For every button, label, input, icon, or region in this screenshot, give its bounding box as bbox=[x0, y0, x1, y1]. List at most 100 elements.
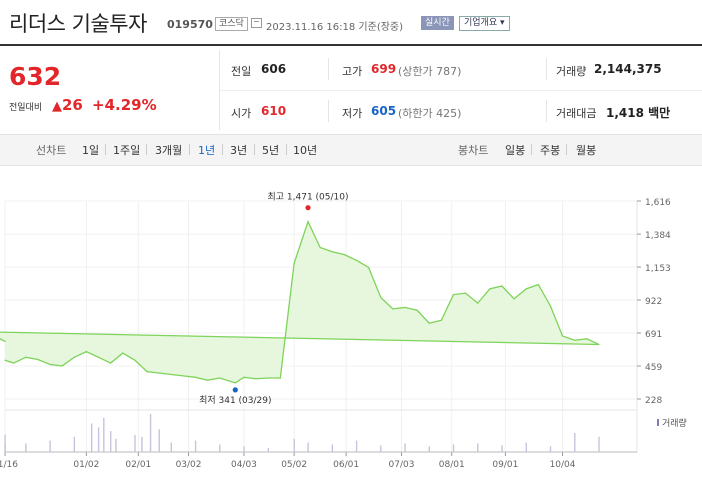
price-point bbox=[549, 305, 552, 307]
volume-bar bbox=[501, 445, 503, 452]
price-point bbox=[170, 373, 172, 376]
low-marker bbox=[232, 387, 238, 393]
amount-value: 1,418 백만 bbox=[606, 106, 671, 120]
price-point bbox=[73, 356, 75, 358]
volume-bar bbox=[243, 446, 245, 452]
volume-label: 거래량 bbox=[556, 65, 587, 78]
low-value: 605 bbox=[371, 104, 397, 118]
y-tick-label: 1,616 bbox=[645, 198, 671, 208]
chart-toolbar bbox=[0, 134, 702, 166]
price-point bbox=[61, 365, 63, 367]
price-point bbox=[416, 309, 418, 311]
price-point bbox=[243, 376, 245, 378]
price-point bbox=[37, 358, 39, 361]
x-tick-label: 02/01 bbox=[125, 460, 151, 470]
summary-divider bbox=[219, 50, 220, 130]
volume-legend-swatch bbox=[657, 419, 659, 426]
price-point bbox=[182, 375, 184, 377]
corp-overview-dropdown[interactable]: 기업개요 ▾ bbox=[459, 16, 510, 31]
cell-divider bbox=[328, 100, 329, 122]
volume-bar bbox=[219, 444, 221, 452]
volume-bar bbox=[97, 427, 100, 452]
y-tick-label: 922 bbox=[645, 297, 662, 307]
price-point bbox=[146, 371, 148, 373]
toolbar-divider bbox=[189, 144, 190, 155]
price-point bbox=[598, 343, 600, 346]
price-point bbox=[293, 262, 295, 264]
volume-bar bbox=[141, 436, 143, 452]
price-point bbox=[25, 356, 27, 358]
change-label: 전일대비 bbox=[9, 103, 43, 113]
price-point bbox=[380, 296, 382, 299]
volume-bar bbox=[149, 414, 152, 452]
toolbar-divider bbox=[254, 144, 255, 155]
y-tick-label: 1,384 bbox=[645, 231, 671, 241]
candle-weekly[interactable]: 주봉 bbox=[540, 144, 561, 157]
period-1w[interactable]: 1주일 bbox=[113, 144, 141, 157]
period-3y[interactable]: 3년 bbox=[230, 144, 248, 157]
volume-bar bbox=[170, 442, 173, 452]
price-point bbox=[279, 377, 281, 379]
price-point bbox=[586, 338, 588, 340]
price-point bbox=[267, 377, 269, 379]
candle-monthly[interactable]: 월봉 bbox=[576, 144, 597, 157]
x-tick-label: 10/04 bbox=[550, 460, 576, 470]
high-value: 699 bbox=[371, 62, 397, 76]
low-annotation: 최저 341 (03/29) bbox=[199, 395, 271, 406]
y-tick-label: 691 bbox=[645, 330, 662, 340]
price-point bbox=[13, 362, 15, 364]
realtime-button[interactable]: 실시간 bbox=[421, 16, 454, 30]
x-tick-label: 11/16 bbox=[0, 460, 18, 470]
stock-code: 019570 bbox=[167, 18, 213, 31]
volume-bar bbox=[158, 429, 160, 452]
x-tick-label: 05/02 bbox=[281, 460, 307, 470]
price-point bbox=[477, 302, 479, 304]
line-chart-label: 선차트 bbox=[36, 144, 67, 157]
price-point bbox=[501, 285, 503, 287]
toolbar-divider bbox=[531, 144, 532, 155]
toolbar-divider bbox=[146, 144, 147, 155]
price-point bbox=[4, 340, 6, 342]
volume-bar bbox=[549, 446, 552, 452]
price-point bbox=[464, 292, 467, 294]
period-1d[interactable]: 1일 bbox=[82, 144, 100, 157]
volume-bar bbox=[73, 436, 76, 452]
amount-label: 거래대금 bbox=[556, 107, 597, 120]
period-3m[interactable]: 3개월 bbox=[155, 144, 183, 157]
candle-daily[interactable]: 일봉 bbox=[505, 144, 526, 157]
period-10y[interactable]: 10년 bbox=[293, 144, 318, 157]
open-label: 시가 bbox=[231, 107, 252, 120]
price-point bbox=[355, 259, 358, 261]
price-point bbox=[307, 221, 309, 223]
period-5y[interactable]: 5년 bbox=[262, 144, 280, 157]
cell-divider bbox=[328, 58, 329, 80]
volume-bar bbox=[134, 434, 136, 452]
volume-bar bbox=[331, 444, 334, 452]
volume-bar bbox=[598, 436, 600, 452]
volume-bar bbox=[428, 446, 431, 452]
change-amount: 26 bbox=[62, 96, 83, 114]
period-1y[interactable]: 1년 bbox=[198, 144, 216, 157]
volume-bar bbox=[4, 434, 6, 452]
volume-bar bbox=[525, 442, 527, 452]
lower-limit: (하한가 425) bbox=[398, 107, 462, 120]
price-point bbox=[122, 352, 124, 354]
price-point bbox=[343, 254, 345, 256]
volume-bar bbox=[110, 431, 112, 452]
candle-chart-label: 봉차트 bbox=[458, 144, 489, 157]
price-point bbox=[319, 246, 321, 249]
current-price: 632 bbox=[9, 62, 62, 91]
stock-header: 리더스 기술투자 019570 코스닥 2023.11.16 16:18 기준(… bbox=[0, 0, 702, 44]
price-point bbox=[255, 378, 257, 380]
volume-bar bbox=[267, 448, 269, 452]
y-tick-label: 459 bbox=[645, 363, 662, 373]
price-point bbox=[525, 288, 527, 290]
change-percent: +4.29% bbox=[92, 96, 157, 114]
price-point bbox=[452, 293, 455, 296]
high-marker bbox=[305, 205, 311, 211]
price-point bbox=[440, 319, 442, 321]
volume-bar bbox=[25, 443, 27, 452]
toolbar-divider bbox=[566, 144, 567, 155]
price-point bbox=[85, 351, 87, 353]
